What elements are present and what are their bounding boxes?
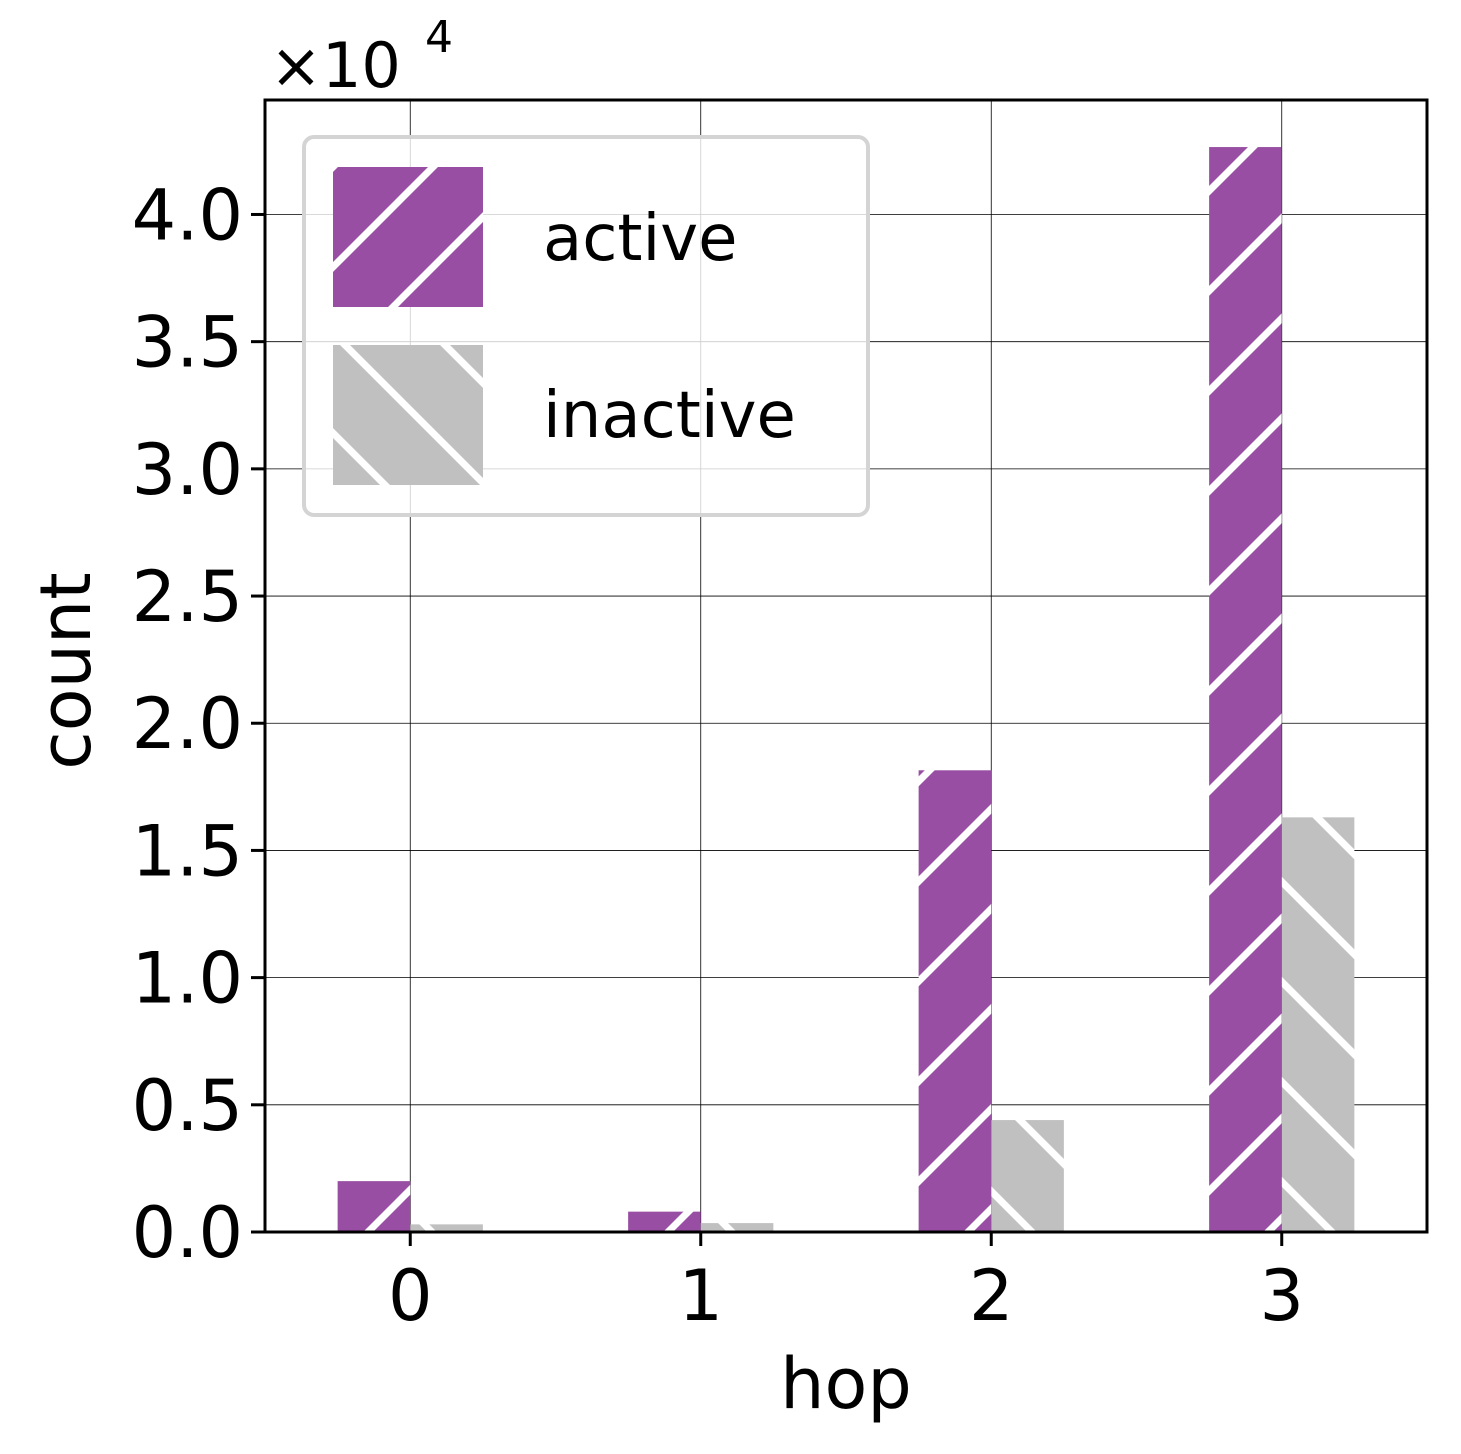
ticks: 0.0 0.5 1.0 1.5 2.0 2.5 3.0 3.5 4.0 0 1 2 3 xyxy=(132,174,1304,1337)
y-tick-label: 3.0 xyxy=(132,429,243,511)
bar-inactive-hop-0 xyxy=(410,1224,483,1232)
y-tick-label: 0.5 xyxy=(132,1065,243,1147)
bar-active-hop-2 xyxy=(918,770,992,1232)
x-axis-label: hop xyxy=(780,1343,912,1425)
y-tick-label: 2.0 xyxy=(132,683,243,765)
y-tick-label: 2.5 xyxy=(132,556,243,638)
legend-label-inactive: inactive xyxy=(543,379,796,453)
bar-active-hop-0 xyxy=(337,1181,411,1232)
y-tick-label: 0.0 xyxy=(132,1192,243,1274)
legend: active inactive xyxy=(302,135,870,517)
bar-active-hop-1 xyxy=(628,1211,701,1232)
plot-frame xyxy=(263,98,1429,1234)
bar-inactive-hop-2 xyxy=(991,1120,1064,1232)
legend-label-active: active xyxy=(543,202,738,276)
legend-swatch-active xyxy=(333,167,483,307)
y-tick-label: 3.5 xyxy=(132,302,243,384)
bar-inactive-hop-1 xyxy=(700,1223,774,1232)
y-tick-label: 1.0 xyxy=(132,938,243,1020)
legend-swatch-inactive xyxy=(333,345,483,485)
y-axis-label: count xyxy=(25,572,107,770)
y-tick-label: 4.0 xyxy=(132,174,243,256)
bars xyxy=(337,147,1355,1232)
x-tick-label: 0 xyxy=(388,1255,433,1337)
x-tick-label: 2 xyxy=(969,1255,1014,1337)
bar-inactive-hop-3 xyxy=(1281,817,1355,1232)
bar-active-hop-3 xyxy=(1209,147,1282,1232)
x-tick-label: 3 xyxy=(1259,1255,1304,1337)
x-tick-label: 1 xyxy=(678,1255,723,1337)
multiplier-base: ×10 xyxy=(270,29,401,102)
multiplier-label: ×10 4 xyxy=(270,12,453,102)
multiplier-exponent: 4 xyxy=(425,12,453,63)
y-tick-label: 1.5 xyxy=(132,810,243,892)
